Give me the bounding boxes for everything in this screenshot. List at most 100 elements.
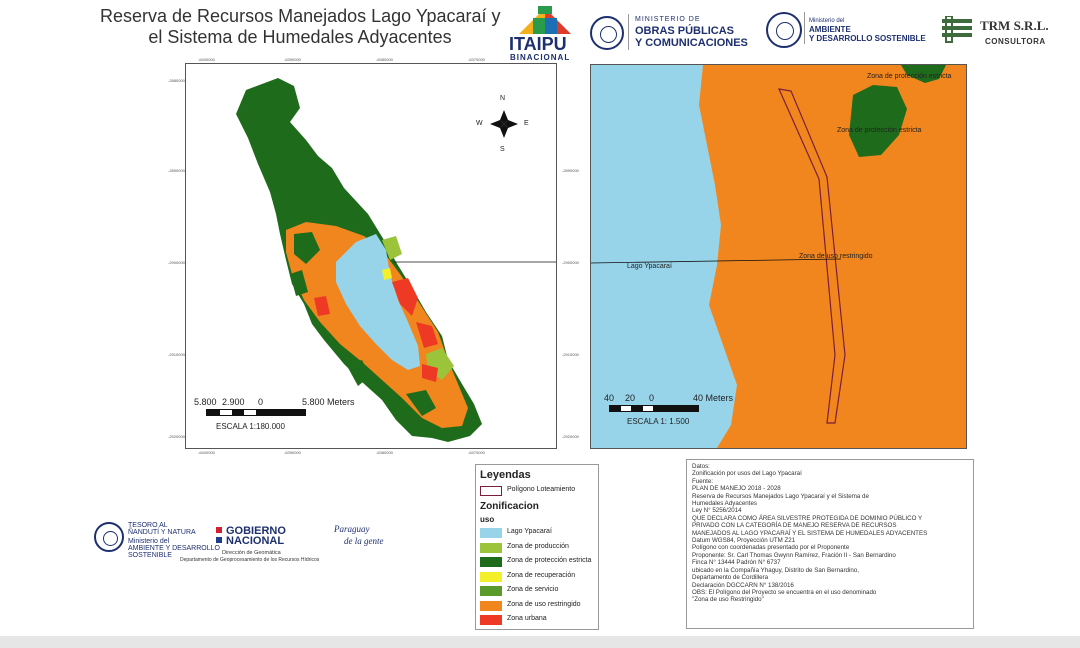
scale-bar: [206, 409, 306, 416]
paraguay-seal-icon: [766, 12, 802, 48]
north-arrow-icon: [490, 110, 518, 138]
gobierno-flag-icon: [216, 537, 222, 543]
compass-west: W: [476, 120, 483, 127]
info-line: Zonificación por usos del Lago Ypacaraí: [692, 470, 802, 478]
legend-label: Zona de servicio: [507, 586, 559, 593]
zone-proteccion-estricta: [849, 85, 907, 157]
mopc-logo: MINISTERIO DE OBRAS PÚBLICAS Y COMUNICAC…: [590, 14, 760, 54]
legend-label: Zona de producción: [507, 542, 569, 550]
poligono-loteamiento: [777, 88, 846, 424]
info-box: Datos: Zonificación por usos del Lago Yp…: [686, 459, 974, 629]
scale-label: 2.900: [222, 397, 245, 407]
mades-footer-line-1: Ministerio del: [128, 538, 170, 545]
legend-swatch: [480, 600, 502, 611]
legend-subtitle: Zonificacion: [480, 501, 539, 512]
info-line: ubicado en la Compañía Yhaguy, Distrito …: [692, 566, 859, 574]
slogan-line-1: Paraguay: [334, 524, 370, 534]
scale-label: 40: [604, 393, 615, 403]
info-line: MANEJADOS AL LAGO YPACARAÍ Y EL SISTEMA …: [692, 529, 928, 537]
info-line: Finca N° 13444 Padrón N° 6737: [692, 559, 781, 567]
compass-north: N: [500, 95, 506, 102]
scale-text: ESCALA 1:180.000: [216, 422, 285, 431]
scale-label: 0: [258, 397, 264, 407]
lago-ypacarai: [336, 234, 420, 370]
title-line-2: el Sistema de Humedales Adyacentes: [148, 27, 452, 47]
legend-item: Zona de uso restringido: [480, 600, 598, 612]
slogan-line-2: de la gente: [344, 536, 384, 546]
right-tick: -2920000: [562, 434, 579, 439]
geomatica-line-2: Departamento de Geoprocesamiento de los …: [180, 557, 320, 563]
scale-label: 20: [625, 393, 636, 403]
map-title: Reserva de Recursos Manejados Lago Ypaca…: [100, 6, 501, 48]
right-tick: -2890000: [562, 168, 579, 173]
mades-line-3: Y DESARROLLO SOSTENIBLE: [809, 34, 926, 43]
info-line: Reserva de Recursos Manejados Lago Ypaca…: [692, 492, 869, 500]
itaipu-name: ITAIPU: [509, 34, 567, 54]
info-line: Declaración DGCCARN N° 138/2016: [692, 581, 794, 589]
paraguay-seal-icon: [590, 16, 624, 50]
legend-label: Lago Ypacaraí: [507, 528, 552, 535]
bottom-bar: [0, 636, 1080, 648]
detail-map-canvas: [591, 65, 966, 448]
info-line: Departamento de Cordillera: [692, 574, 769, 582]
info-line: OBS: El Polígono del Proyecto se encuent…: [692, 588, 877, 596]
legend-swatch: [480, 557, 502, 567]
info-line: PRIVADO CON LA CATEGORÍA DE MANEJO RESER…: [692, 522, 897, 530]
left-tick: -2910000: [168, 352, 185, 357]
info-line: Polígono con coordenadas presentado por …: [692, 544, 850, 552]
info-line: PLAN DE MANEJO 2018 - 2028: [692, 485, 781, 493]
overview-map[interactable]: N S E W -6400000 -6390000 -6380000 -6370…: [168, 57, 591, 455]
legend-item: Zona de producción: [480, 542, 598, 554]
legend-label: Polígono Loteamiento: [507, 486, 576, 493]
detail-map[interactable]: Zona de protección estricta Zona de prot…: [590, 64, 967, 449]
label-proteccion-estricta: Zona de protección estricta: [867, 73, 952, 80]
info-line: Humedales Adyacentes: [692, 500, 758, 508]
label-lago: Lago Ypacaraí: [627, 263, 672, 270]
top-tick: -6370000: [468, 57, 485, 62]
overview-map-canvas: [236, 78, 591, 442]
legend-swatch: [480, 528, 502, 538]
mopc-line-2: OBRAS PÚBLICAS: [635, 25, 735, 37]
legend-label: Zona de protección estricta: [507, 557, 592, 564]
label-proteccion-estricta: Zona de protección estricta: [837, 127, 922, 134]
itaipu-emblem-icon: [519, 6, 571, 34]
paraguay-seal-icon: [94, 522, 124, 552]
mades-line-1: Ministerio del: [809, 18, 845, 24]
bottom-tick: -6390000: [284, 450, 301, 455]
scale-bar: [609, 405, 699, 412]
trm-name: TRM S.R.L.: [980, 18, 1049, 33]
bottom-tick: -6380000: [376, 450, 393, 455]
legend-item: Zona de protección estricta: [480, 556, 598, 568]
info-line: QUE DECLARA COMO ÁREA SILVESTRE PROTEGID…: [692, 514, 923, 522]
legend-swatch: [480, 615, 502, 625]
legend-label: Zona de uso restringido: [507, 600, 581, 608]
legend-swatch: [480, 486, 502, 496]
mopc-line-3: Y COMUNICACIONES: [635, 37, 748, 49]
label-uso-restringido: Zona de uso restringido: [799, 253, 873, 260]
info-line: Proponente: Sr. Carl Thomas Gwynn Ramíre…: [692, 551, 896, 559]
geomatica-line-1: Dirección de Geomática: [222, 550, 281, 556]
legend-swatch: [480, 586, 502, 596]
info-line: "Zona de uso Restringido": [692, 596, 764, 604]
legend-item-poligono: Polígono Loteamiento: [480, 485, 598, 497]
left-tick: -2880000: [168, 78, 185, 83]
right-tick: -2900000: [562, 260, 579, 265]
gobierno-flag-icon: [216, 527, 222, 533]
zone-recuperacion: [382, 268, 392, 280]
gobierno-line-1: GOBIERNO: [226, 525, 286, 537]
itaipu-logo: ITAIPU BINACIONAL: [505, 4, 585, 62]
scale-text: ESCALA 1: 1.500: [627, 417, 690, 426]
compass-east: E: [524, 120, 529, 127]
lago-ypacarai: [591, 65, 737, 448]
legend-swatch: [480, 571, 502, 582]
info-line: Datum WGS84, Proyección UTM Z21: [692, 537, 796, 545]
scale-label: 0: [649, 393, 655, 403]
top-tick: -6390000: [284, 57, 301, 62]
bottom-tick: -6400000: [198, 450, 215, 455]
legend-subtitle-uso: uso: [480, 515, 495, 524]
mades-footer-line-2: AMBIENTE Y DESARROLLO: [128, 545, 220, 552]
compass-south: S: [500, 146, 505, 153]
zone-urbana: [392, 278, 418, 316]
legend-label: Zona urbana: [507, 615, 547, 622]
trm-emblem-icon: [942, 16, 972, 43]
